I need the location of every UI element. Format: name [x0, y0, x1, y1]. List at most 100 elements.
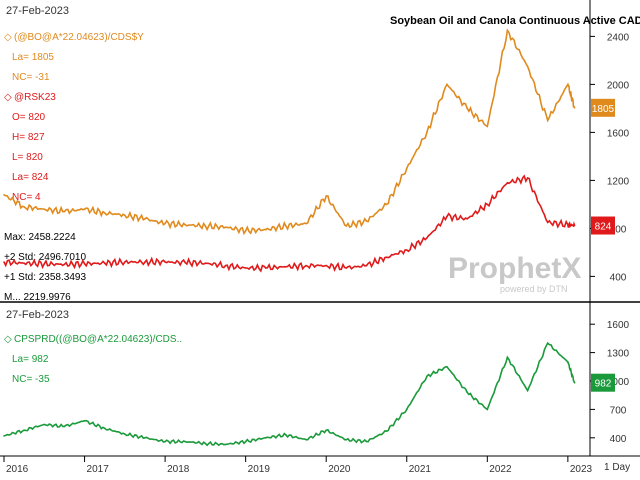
data-point: [63, 210, 66, 213]
data-point: [224, 226, 227, 228]
legend-line: L= 820: [12, 152, 43, 163]
data-point: [244, 267, 247, 269]
stat-line: M... 2219.9976: [4, 292, 71, 303]
data-point: [546, 342, 549, 344]
data-point: [365, 220, 368, 222]
y-tick-label: 1600: [607, 320, 630, 331]
data-point: [184, 261, 187, 264]
y-tick-label: 700: [610, 405, 627, 416]
bottom-legend: ◇ CPSPRD((@BO@A*22.04623)/CDS.. La= 982 NC=…: [4, 334, 182, 385]
value-tag-box: [591, 216, 615, 235]
data-point: [506, 356, 509, 359]
data-point: [385, 203, 388, 206]
y-tick-label: 400: [610, 434, 627, 445]
data-point: [83, 263, 86, 265]
data-point: [486, 408, 489, 411]
bottom-value-tags: 982: [591, 373, 615, 392]
data-point: [305, 438, 307, 441]
x-axis-extra-label: 1 Day: [604, 462, 630, 473]
data-point: [83, 419, 86, 422]
stat-line: +1 Std: 2358.3493: [4, 272, 86, 283]
y-tick-label: 2400: [607, 32, 630, 43]
legend-diamond-icon: ◇: [4, 32, 12, 43]
bottom-series-lines: [3, 341, 576, 447]
series-line-0-0: [3, 28, 576, 236]
data-point: [285, 225, 287, 227]
data-point: [466, 218, 468, 220]
y-tick-label: 400: [610, 272, 627, 283]
x-tick-label: 2016: [6, 464, 29, 475]
legend-diamond-icon: ◇: [4, 334, 12, 345]
data-point: [325, 264, 328, 267]
data-point: [345, 267, 348, 269]
data-point: [567, 224, 569, 226]
value-tag-label: 1805: [592, 104, 615, 115]
series-line-1-0: [3, 341, 576, 447]
data-point: [285, 266, 287, 268]
data-point: [124, 433, 126, 435]
data-point: [144, 437, 146, 439]
data-point: [184, 440, 187, 443]
data-point: [3, 194, 5, 196]
data-point: [164, 261, 166, 263]
data-point: [103, 427, 106, 430]
data-point: [83, 208, 86, 210]
legend-line: CPSPRD((@BO@A*22.04623)/CDS..: [14, 334, 182, 345]
x-tick-label: 2022: [489, 464, 512, 475]
bottom-date-label: 27-Feb-2023: [6, 309, 69, 321]
data-point: [23, 429, 25, 432]
legend-diamond-icon: ◇: [4, 92, 12, 103]
top-stats: Max: 2458.2224 +2 Std: 2496.7010 +1 Std: 2…: [4, 232, 86, 303]
top-value-tags: 1805 824: [591, 98, 615, 235]
data-point: [164, 222, 166, 225]
legend-line: NC= -35: [12, 374, 50, 385]
data-point: [446, 366, 448, 368]
data-point: [365, 264, 368, 267]
x-tick-label: 2018: [167, 464, 190, 475]
data-point: [573, 107, 576, 109]
data-point: [63, 263, 66, 266]
data-point: [405, 408, 408, 411]
data-point: [385, 256, 388, 259]
data-point: [573, 224, 576, 227]
legend-line: La= 982: [12, 354, 49, 365]
value-tag-label: 982: [595, 379, 612, 390]
top-series-lines: [3, 28, 576, 273]
data-point: [506, 182, 509, 184]
data-point: [124, 261, 126, 263]
data-point: [43, 208, 46, 210]
legend-line: NC= -31: [12, 72, 50, 83]
data-point: [264, 267, 267, 269]
data-point: [224, 264, 227, 267]
data-point: [567, 361, 569, 363]
data-point: [23, 206, 25, 208]
data-point: [466, 391, 468, 394]
top-date-label: 27-Feb-2023: [6, 5, 69, 17]
data-point: [144, 261, 146, 263]
data-point: [3, 435, 5, 437]
value-tag-label: 824: [595, 222, 612, 233]
data-point: [305, 264, 307, 267]
data-point: [345, 225, 348, 227]
x-tick-label: 2017: [87, 464, 110, 475]
data-point: [264, 437, 267, 439]
data-point: [204, 225, 207, 227]
y-tick-label: 800: [610, 224, 627, 235]
legend-line: @RSK23: [14, 92, 56, 103]
data-point: [63, 425, 66, 428]
legend-line: H= 827: [12, 132, 45, 143]
stat-line: +2 Std: 2496.7010: [4, 252, 86, 263]
data-point: [546, 119, 549, 122]
data-point: [426, 237, 428, 239]
legend-line: La= 824: [12, 172, 49, 183]
bottom-y-axis-ticks: 400 700 1000 1300 1600: [590, 320, 630, 445]
x-axis-ticks: 2016 2017 2018 2019 2020 2021 2022 2023: [3, 456, 593, 475]
data-point: [446, 215, 448, 218]
data-point: [466, 107, 468, 110]
data-point: [426, 375, 428, 378]
legend-line: O= 820: [12, 112, 46, 123]
data-point: [124, 214, 126, 216]
data-point: [43, 263, 46, 265]
legend-line: (@BO@A*22.04623)/CDS$Y: [14, 32, 144, 43]
